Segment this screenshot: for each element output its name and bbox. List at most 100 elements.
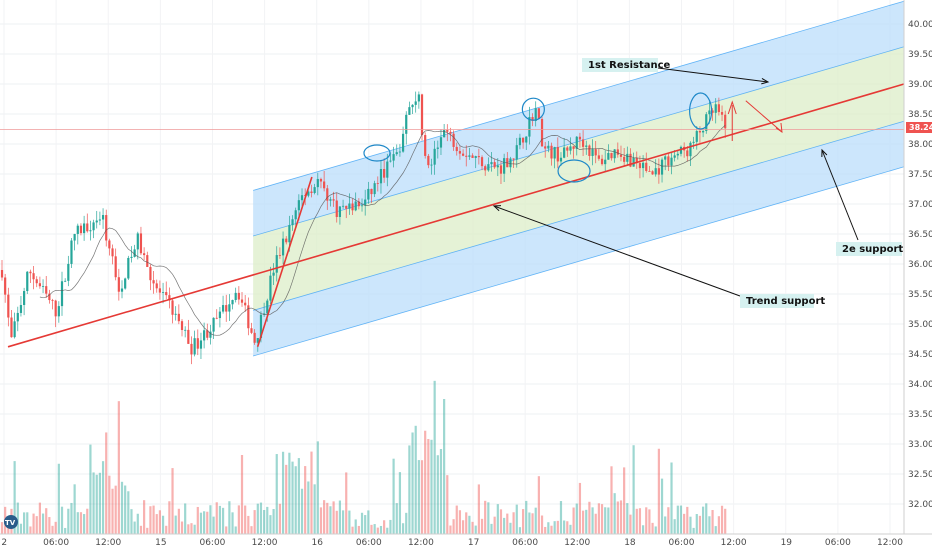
volume-bar <box>79 512 83 534</box>
volume-bar <box>645 507 648 534</box>
volume-bar <box>26 512 29 534</box>
candle-body <box>250 328 253 333</box>
volume-bar <box>468 515 471 534</box>
volume-bar <box>714 526 717 534</box>
volume-bar <box>420 460 424 534</box>
volume-bar <box>424 430 427 534</box>
volume-bar <box>89 444 92 534</box>
candle-body <box>430 164 433 166</box>
volume-bar <box>383 520 386 534</box>
volume-bar <box>692 527 695 534</box>
volume-bar <box>143 500 146 534</box>
trend-support-arrow-shaft <box>493 205 741 297</box>
candle-body <box>686 150 689 157</box>
candle-body <box>641 162 645 169</box>
annotation-first-resistance[interactable]: 1st Resistance <box>582 58 671 72</box>
volume-bar <box>67 508 70 534</box>
volume-bar <box>626 503 629 534</box>
candle-body <box>168 295 171 301</box>
volume-bar <box>619 500 623 534</box>
candle-body <box>471 155 474 158</box>
candle-body <box>291 219 294 226</box>
candle-body <box>585 145 588 147</box>
volume-bar <box>64 527 67 534</box>
volume-bar <box>158 510 162 534</box>
candle-body <box>698 131 702 133</box>
y-tick-label: 34.50 <box>908 350 932 360</box>
volume-bar <box>316 441 319 534</box>
volume-bar <box>19 523 23 534</box>
candle-body <box>487 164 490 171</box>
annotation-trend-support[interactable]: Trend support <box>740 294 825 308</box>
candle-body <box>692 141 695 143</box>
volume-bar <box>449 525 452 534</box>
volume-bar <box>547 522 550 534</box>
logo-icon <box>4 515 18 529</box>
highlight-circle <box>521 97 545 121</box>
candle-body <box>509 158 512 168</box>
volume-bar <box>196 506 199 534</box>
candle-body <box>610 152 613 159</box>
volume-bar <box>177 508 180 534</box>
down-arrow-head <box>775 122 783 134</box>
candle-body <box>360 205 364 207</box>
x-tick-label: 06:00 <box>669 538 695 548</box>
highlight-circle <box>688 92 713 130</box>
candle-body <box>676 153 679 156</box>
volume-bar <box>174 515 177 534</box>
annotation-second-support[interactable]: 2e support <box>836 242 903 256</box>
candle-body <box>626 153 629 162</box>
candle-body <box>13 321 16 338</box>
candle-body <box>594 149 597 156</box>
volume-bar <box>629 514 632 534</box>
candle-body <box>664 156 667 160</box>
candle-body <box>70 240 73 264</box>
volume-bar <box>307 481 310 534</box>
volume-bar <box>509 522 512 534</box>
candle-body <box>379 169 383 184</box>
candle-body <box>468 155 471 157</box>
tradingview-logo[interactable]: TV <box>4 515 18 529</box>
volume-bar <box>218 505 222 534</box>
y-tick-label: 37.00 <box>908 200 932 210</box>
x-tick-label: 12:00 <box>408 538 434 548</box>
volume-bar <box>446 475 449 534</box>
annotation-label: 2e support <box>842 244 903 255</box>
channel-upper-outer <box>253 1 904 237</box>
candle-body <box>493 162 496 168</box>
volume-bar <box>332 501 335 534</box>
candle-body <box>143 253 146 256</box>
volume-bar <box>455 505 458 534</box>
x-tick-label: 06:00 <box>356 538 382 548</box>
channel-line <box>253 120 905 311</box>
candle-body <box>632 157 635 167</box>
candle-body <box>351 203 354 211</box>
candle-body <box>714 104 717 113</box>
volume-bar <box>247 515 250 534</box>
volume-bar <box>569 524 572 534</box>
volume-bars <box>0 380 727 534</box>
candle-body <box>108 240 111 249</box>
candle-body <box>405 114 408 134</box>
candle-body <box>114 256 117 278</box>
candle-body <box>370 188 373 195</box>
volume-bar <box>471 521 474 534</box>
x-tick-label: 2 <box>1 538 7 548</box>
y-tick-label: 32.50 <box>908 470 932 480</box>
candle-body <box>424 135 427 156</box>
candle-body <box>23 291 26 306</box>
volume-bar <box>86 508 89 534</box>
y-tick-label: 39.00 <box>908 80 932 90</box>
volume-bar <box>613 493 616 534</box>
candle-body <box>133 249 136 257</box>
candle-body <box>275 255 278 273</box>
candle-body <box>67 263 70 281</box>
volume-bar <box>430 439 433 534</box>
volume-bar <box>484 500 487 534</box>
volume-bar <box>95 474 98 534</box>
candle-body <box>581 139 585 147</box>
x-axis: 2 06:00 12:00 15 06:00 12:00 16 06:00 12:00 17 06:… <box>0 533 932 548</box>
candle-body <box>269 275 272 301</box>
